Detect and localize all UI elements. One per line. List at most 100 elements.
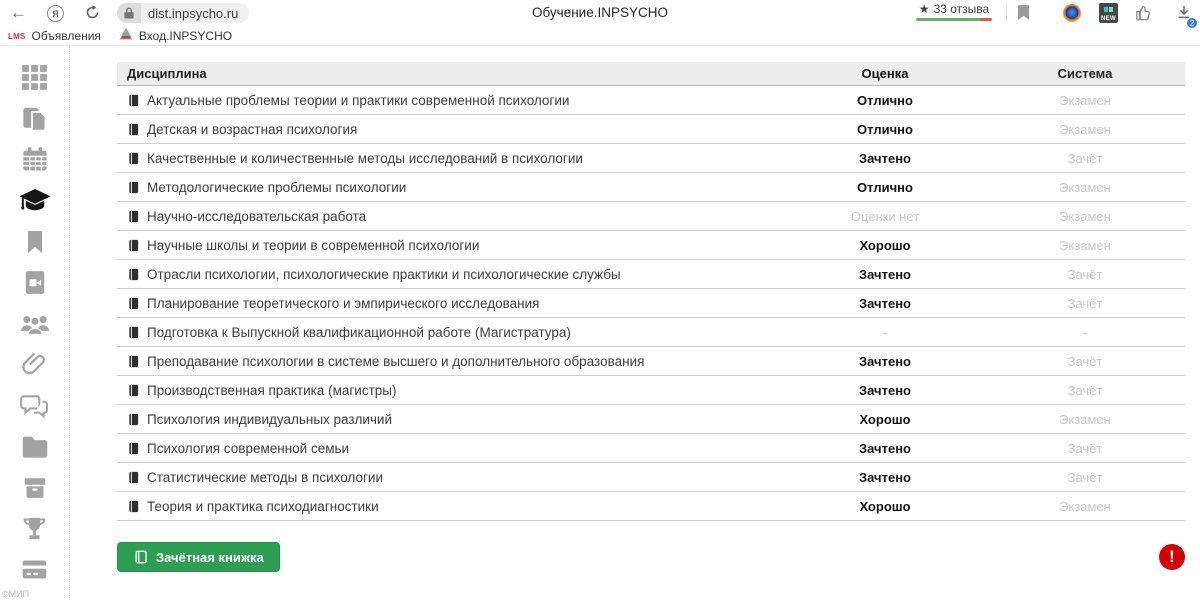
table-row: Научно-исследовательская работа Оценки не… xyxy=(117,202,1185,231)
book-icon xyxy=(127,123,140,136)
book-icon xyxy=(127,297,140,310)
discipline-cell[interactable]: Статистические методы в психологии xyxy=(117,470,785,485)
system-cell: - xyxy=(1082,324,1088,340)
sidebar-item-apps-grid[interactable] xyxy=(0,57,69,98)
grade-cell: Зачтено xyxy=(859,382,911,398)
grade-cell: Зачтено xyxy=(859,266,911,282)
table-row: Преподавание психологии в системе высшег… xyxy=(117,347,1185,376)
content-area: Дисциплина Оценка Система Актуальные про… xyxy=(70,46,1200,600)
sidebar-item-video-file[interactable] xyxy=(0,262,69,303)
discipline-label: Психология индивидуальных различий xyxy=(147,411,392,427)
bookmark-label: Вход.INPSYCHO xyxy=(138,29,233,43)
discipline-label: Планирование теоретического и эмпирическ… xyxy=(147,295,540,311)
bookmark-item-announcements[interactable]: LMS Объявления xyxy=(8,29,101,43)
downloads-count-badge: 2 xyxy=(1186,17,1198,29)
hand-gesture-icon[interactable] xyxy=(1135,4,1153,27)
alert-icon[interactable]: ! xyxy=(1159,544,1185,570)
grade-cell: Зачтено xyxy=(859,295,911,311)
sidebar-item-documents[interactable] xyxy=(0,98,69,139)
grade-cell: Зачтено xyxy=(859,150,911,166)
book-icon xyxy=(127,268,140,281)
discipline-cell[interactable]: Научно-исследовательская работа xyxy=(117,209,785,224)
system-cell: Экзамен xyxy=(1059,411,1111,427)
book-icon xyxy=(127,210,140,223)
gradebook-button-label: Зачётная книжка xyxy=(156,549,264,565)
table-row: Производственная практика (магистры) Зачт… xyxy=(117,376,1185,405)
address-bar[interactable]: dist.inpsycho.ru xyxy=(117,3,250,23)
footer-row: Зачётная книжка ! xyxy=(117,542,1185,572)
table-header: Дисциплина Оценка Система xyxy=(117,62,1185,86)
sidebar-item-graduation-cap[interactable] xyxy=(0,180,69,221)
sidebar-item-chat[interactable] xyxy=(0,385,69,426)
book-icon xyxy=(127,326,140,339)
discipline-label: Подготовка к Выпускной квалификационной … xyxy=(147,324,571,340)
bookmark-item-login[interactable]: Вход.INPSYCHO xyxy=(119,27,232,45)
table-row: Методологические проблемы психологии Отли… xyxy=(117,173,1185,202)
sidebar-item-archive-box[interactable] xyxy=(0,467,69,508)
grade-cell: Отлично xyxy=(857,92,913,108)
downloads-icon[interactable]: 2 xyxy=(1176,4,1198,29)
refresh-icon[interactable] xyxy=(85,5,100,25)
table-row: Научные школы и теории в современной пси… xyxy=(117,231,1185,260)
discipline-label: Научно-исследовательская работа xyxy=(147,208,367,224)
grade-cell: Оценки нет xyxy=(850,208,920,224)
discipline-cell[interactable]: Психология современной семьи xyxy=(117,441,785,456)
system-cell: Экзамен xyxy=(1059,92,1111,108)
system-cell: Зачёт xyxy=(1067,266,1103,282)
url-text[interactable]: dist.inpsycho.ru xyxy=(148,5,239,21)
sidebar-item-payment-card[interactable] xyxy=(0,549,69,590)
back-icon[interactable]: ← xyxy=(10,3,27,22)
discipline-cell[interactable]: Научные школы и теории в современной пси… xyxy=(117,238,785,253)
new-feature-icon[interactable]: NEW xyxy=(1099,3,1118,23)
sidebar-item-paperclip[interactable] xyxy=(0,344,69,385)
sidebar-item-trophy[interactable] xyxy=(0,508,69,549)
discipline-cell[interactable]: Теория и практика психодиагностики xyxy=(117,499,785,514)
discipline-label: Качественные и количественные методы исс… xyxy=(147,150,583,166)
discipline-cell[interactable]: Подготовка к Выпускной квалификационной … xyxy=(117,325,785,340)
discipline-cell[interactable]: Детская и возрастная психология xyxy=(117,122,785,137)
discipline-label: Статистические методы в психологии xyxy=(147,469,383,485)
bookmark-flag-icon[interactable] xyxy=(1017,5,1030,26)
discipline-cell[interactable]: Планирование теоретического и эмпирическ… xyxy=(117,296,785,311)
sidebar-item-folder[interactable] xyxy=(0,426,69,467)
discipline-label: Преподавание психологии в системе высшег… xyxy=(147,353,645,369)
graduation-cap-icon xyxy=(18,188,51,210)
folder-icon xyxy=(22,436,47,458)
discipline-cell[interactable]: Преподавание психологии в системе высшег… xyxy=(117,354,785,369)
star-icon: ★ xyxy=(918,2,930,16)
discipline-label: Отрасли психологии, психологические прак… xyxy=(147,266,621,282)
discipline-cell[interactable]: Качественные и количественные методы исс… xyxy=(117,151,785,166)
rating-bar-positive xyxy=(916,18,980,21)
browser-toolbar: ← Я dist.inpsycho.ru Обучение.INPSYCHO ★… xyxy=(0,0,1200,29)
extension-orb-icon[interactable] xyxy=(1063,4,1081,22)
sidebar-item-calendar[interactable] xyxy=(0,139,69,180)
gradebook-button[interactable]: Зачётная книжка xyxy=(117,542,280,572)
table-row: Актуальные проблемы теории и практики со… xyxy=(117,86,1185,115)
new-feature-thumbnail xyxy=(1099,3,1118,15)
discipline-cell[interactable]: Психология индивидуальных различий xyxy=(117,412,785,427)
grade-cell: Отлично xyxy=(857,179,913,195)
discipline-cell[interactable]: Отрасли психологии, психологические прак… xyxy=(117,267,785,282)
sidebar-item-users[interactable] xyxy=(0,303,69,344)
bookmark-label: Объявления xyxy=(31,29,101,43)
system-cell: Зачёт xyxy=(1067,295,1103,311)
yandex-browser-icon[interactable]: Я xyxy=(47,5,64,22)
discipline-cell[interactable]: Методологические проблемы психологии xyxy=(117,180,785,195)
book-icon xyxy=(127,152,140,165)
system-cell: Зачёт xyxy=(1067,150,1103,166)
system-cell: Зачёт xyxy=(1067,440,1103,456)
discipline-cell[interactable]: Актуальные проблемы теории и практики со… xyxy=(117,93,785,108)
discipline-label: Детская и возрастная психология xyxy=(147,121,358,137)
site-reviews-widget[interactable]: ★ 33 отзыва xyxy=(916,2,992,21)
chat-icon xyxy=(20,394,48,418)
users-icon xyxy=(20,315,49,335)
system-cell: Экзамен xyxy=(1059,121,1111,137)
trophy-icon xyxy=(23,517,46,540)
book-icon xyxy=(127,94,140,107)
discipline-cell[interactable]: Производственная практика (магистры) xyxy=(117,383,785,398)
table-row: Качественные и количественные методы исс… xyxy=(117,144,1185,173)
sidebar-item-bookmark[interactable] xyxy=(0,221,69,262)
discipline-label: Методологические проблемы психологии xyxy=(147,179,407,195)
discipline-label: Актуальные проблемы теории и практики со… xyxy=(147,92,570,108)
sidebar-copyright: ©МИП xyxy=(2,589,30,599)
